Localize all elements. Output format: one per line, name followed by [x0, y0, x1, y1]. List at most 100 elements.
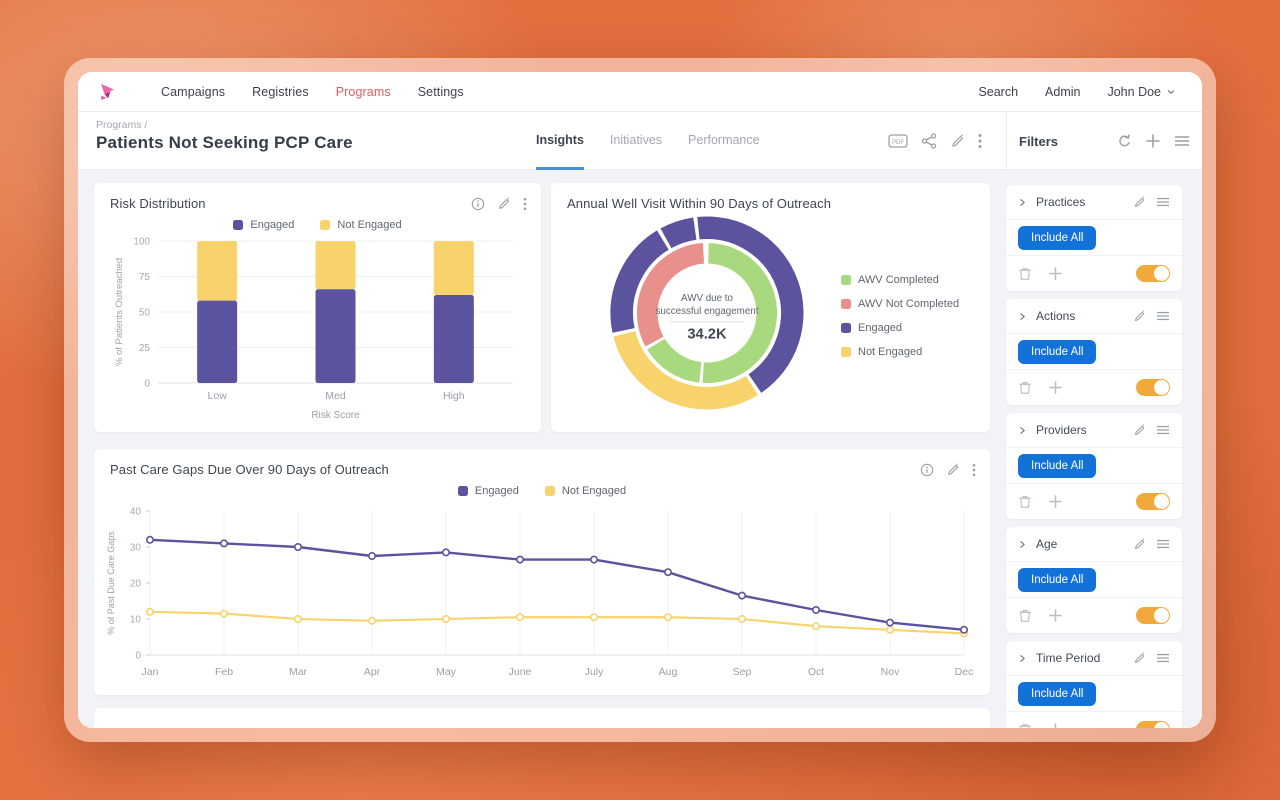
filter-toggle[interactable]: [1136, 607, 1170, 624]
include-all-button[interactable]: Include All: [1018, 567, 1097, 592]
donut-chart[interactable]: AWV due to successful engagement 34.2K: [609, 215, 805, 411]
include-all-button[interactable]: Include All: [1018, 453, 1097, 478]
trash-icon[interactable]: [1018, 266, 1032, 281]
header-divider: [1006, 112, 1007, 170]
filter-section-name[interactable]: Time Period: [1036, 651, 1101, 665]
svg-text:Mar: Mar: [289, 666, 308, 678]
filter-toggle[interactable]: [1136, 721, 1170, 728]
nav-item-programs[interactable]: Programs: [335, 84, 391, 99]
edit-icon[interactable]: [497, 196, 511, 211]
breadcrumb[interactable]: Programs /: [96, 119, 148, 131]
card-title: Risk Distribution: [110, 196, 206, 211]
annual-well-visit-card: Annual Well Visit Within 90 Days of Outr…: [551, 183, 990, 432]
nav-search[interactable]: Search: [978, 84, 1019, 99]
svg-text:AWV due to: AWV due to: [681, 293, 733, 304]
page-header: Programs / Patients Not Seeking PCP Care…: [78, 112, 1202, 170]
tab-performance[interactable]: Performance: [688, 132, 760, 147]
svg-text:% of Patients Outreached: % of Patients Outreached: [114, 258, 125, 366]
svg-text:10: 10: [130, 615, 142, 626]
more-options-icon[interactable]: [972, 463, 976, 477]
chevron-right-icon[interactable]: [1018, 654, 1027, 663]
edit-icon[interactable]: [950, 133, 965, 149]
window-frame: Campaigns Registries Programs Settings Sear…: [64, 58, 1216, 742]
nav-admin[interactable]: Admin: [1045, 84, 1081, 99]
filter-toggle[interactable]: [1136, 379, 1170, 396]
edit-icon[interactable]: [1133, 651, 1146, 665]
more-options-icon[interactable]: [523, 197, 527, 211]
info-icon[interactable]: [920, 463, 934, 477]
chevron-right-icon[interactable]: [1018, 426, 1027, 435]
chevron-right-icon[interactable]: [1018, 312, 1027, 321]
legend-item[interactable]: Not Engaged: [544, 485, 626, 497]
svg-text:Oct: Oct: [808, 666, 824, 678]
legend-item[interactable]: Not Engaged: [841, 346, 959, 358]
svg-text:30: 30: [130, 543, 142, 554]
add-filter-icon[interactable]: [1145, 133, 1161, 149]
svg-text:May: May: [436, 666, 457, 678]
trash-icon[interactable]: [1018, 722, 1032, 728]
trash-icon[interactable]: [1018, 380, 1032, 395]
refresh-icon[interactable]: [1117, 133, 1132, 149]
legend-item[interactable]: Engaged: [233, 219, 294, 231]
plus-icon[interactable]: [1048, 494, 1063, 509]
trash-icon[interactable]: [1018, 494, 1032, 509]
menu-icon[interactable]: [1156, 196, 1170, 209]
app-logo-icon[interactable]: [96, 81, 118, 103]
filter-section-name[interactable]: Providers: [1036, 423, 1087, 437]
edit-icon[interactable]: [946, 462, 960, 477]
nav-item-campaigns[interactable]: Campaigns: [161, 84, 226, 99]
info-icon[interactable]: [471, 197, 485, 211]
nav-item-settings[interactable]: Settings: [417, 84, 464, 99]
svg-text:Nov: Nov: [881, 666, 900, 678]
line-chart[interactable]: Jan Feb Mar Apr May June July Aug Sep Oct Nov Dec 0 1…: [104, 499, 980, 681]
menu-icon[interactable]: [1156, 310, 1170, 323]
tab-initiatives[interactable]: Initiatives: [609, 132, 663, 147]
card-title: Annual Well Visit Within 90 Days of Outr…: [567, 196, 832, 211]
legend-item[interactable]: AWV Not Completed: [841, 298, 959, 310]
chart-legend: Engaged Not Engaged: [94, 485, 990, 497]
plus-icon[interactable]: [1048, 266, 1063, 281]
legend-item[interactable]: AWV Completed: [841, 274, 959, 286]
stacked-bar-chart[interactable]: 0 25 50 75 100 Low Med High Risk Score % of Patie…: [110, 233, 525, 425]
svg-text:Apr: Apr: [364, 666, 381, 678]
risk-distribution-card: Risk Distribution Engaged Not Engaged 0 25…: [94, 183, 541, 432]
menu-icon[interactable]: [1174, 133, 1190, 149]
pdf-export-icon[interactable]: PDF: [888, 133, 908, 149]
menu-icon[interactable]: [1156, 424, 1170, 437]
edit-icon[interactable]: [1133, 423, 1146, 437]
legend-item[interactable]: Engaged: [841, 322, 959, 334]
svg-text:% of Past Due Care Gaps: % of Past Due Care Gaps: [106, 531, 116, 635]
chevron-right-icon[interactable]: [1018, 198, 1027, 207]
filter-section-name[interactable]: Age: [1036, 537, 1058, 551]
include-all-button[interactable]: Include All: [1018, 339, 1097, 364]
plus-icon[interactable]: [1048, 722, 1063, 728]
include-all-button[interactable]: Include All: [1018, 681, 1097, 706]
chevron-right-icon[interactable]: [1018, 540, 1027, 549]
plus-icon[interactable]: [1048, 608, 1063, 623]
legend-swatch: [544, 486, 555, 496]
filter-section-name[interactable]: Practices: [1036, 195, 1086, 209]
filter-toggle[interactable]: [1136, 493, 1170, 510]
user-menu[interactable]: John Doe: [1107, 85, 1176, 99]
include-all-button[interactable]: Include All: [1018, 225, 1097, 250]
legend-item[interactable]: Not Engaged: [320, 219, 402, 231]
legend-item[interactable]: Engaged: [457, 485, 519, 497]
filter-toggle[interactable]: [1136, 265, 1170, 282]
edit-icon[interactable]: [1133, 195, 1146, 209]
legend-swatch: [457, 486, 468, 496]
more-options-icon[interactable]: [978, 133, 982, 149]
filter-section-name[interactable]: Actions: [1036, 309, 1076, 323]
plus-icon[interactable]: [1048, 380, 1063, 395]
nav-item-registries[interactable]: Registries: [252, 84, 309, 99]
menu-icon[interactable]: [1156, 652, 1170, 665]
edit-icon[interactable]: [1133, 537, 1146, 551]
edit-icon[interactable]: [1133, 309, 1146, 323]
past-care-gaps-card: Past Care Gaps Due Over 90 Days of Outre…: [94, 449, 990, 695]
tab-insights[interactable]: Insights: [536, 112, 584, 170]
share-icon[interactable]: [921, 133, 937, 149]
svg-text:successful engagement: successful engagement: [656, 306, 759, 317]
svg-text:Low: Low: [208, 390, 228, 402]
trash-icon[interactable]: [1018, 608, 1032, 623]
menu-icon[interactable]: [1156, 538, 1170, 551]
chevron-down-icon: [1168, 89, 1174, 94]
